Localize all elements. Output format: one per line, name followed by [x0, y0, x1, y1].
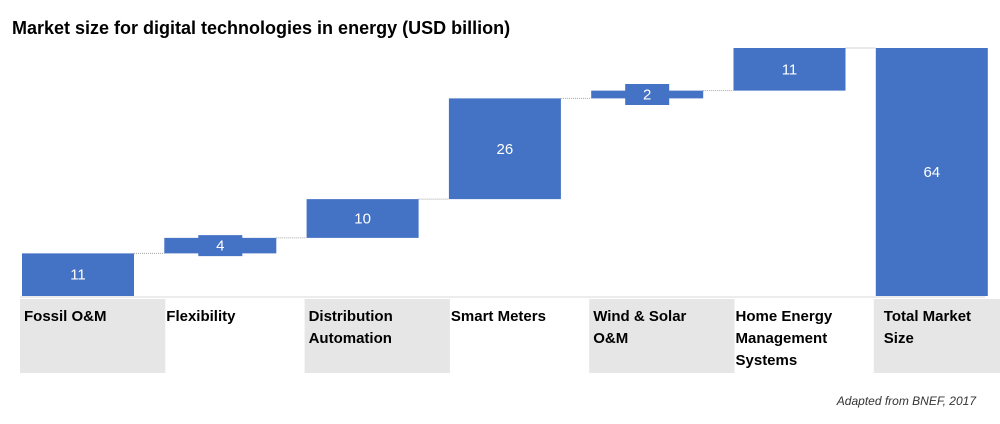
category-boxes: [20, 299, 1000, 373]
category-box-4: [589, 299, 735, 373]
data-label-5: 11: [782, 61, 798, 78]
bar-label-box-4: [625, 84, 670, 105]
bar-0: [22, 253, 134, 296]
data-label-6: 64: [923, 164, 940, 181]
bar-label-box-1: [198, 235, 243, 257]
category-box-6: [873, 299, 1000, 373]
category-label-5: Home Energy Management Systems: [736, 308, 833, 369]
category-label-3: Smart Meters: [451, 308, 546, 325]
data-label-1: 4: [216, 238, 224, 255]
category-label-6: Total Market Size: [884, 308, 971, 347]
category-label-4: Wind & Solar O&M: [593, 308, 686, 347]
data-label-2: 10: [354, 211, 371, 228]
category-labels: Fossil O&M Flexibility Distribution Automat…: [24, 308, 971, 369]
bar-6: [875, 48, 988, 296]
category-box-2: [304, 299, 450, 373]
category-label-2: Distribution Automation: [309, 308, 393, 347]
source-note: Adapted from BNEF, 2017: [836, 394, 976, 408]
category-label-0: Fossil O&M: [24, 308, 107, 325]
chart-title: Market size for digital technologies in …: [12, 18, 511, 38]
category-label-1: Flexibility: [166, 308, 236, 325]
bar-2: [306, 199, 419, 238]
data-label-0: 11: [70, 267, 86, 284]
bar-5: [733, 48, 846, 91]
category-box-0: [20, 299, 166, 373]
data-label-3: 26: [497, 141, 514, 158]
data-label-4: 2: [643, 87, 651, 104]
bars: 11 4 10 26 2 11 64: [22, 48, 988, 296]
bar-3: [448, 98, 561, 200]
